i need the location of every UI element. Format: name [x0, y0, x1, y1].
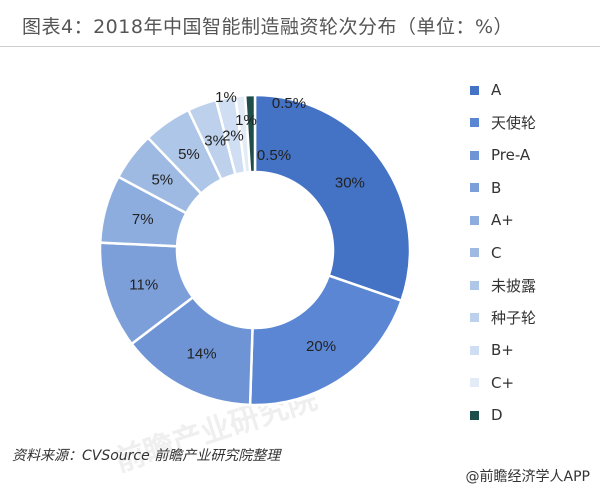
slice-1: [253, 93, 412, 303]
slice-11: [243, 93, 257, 174]
slice-2: [248, 273, 404, 407]
title-divider: [0, 46, 600, 47]
extra-label-2: 0.5%: [257, 147, 291, 164]
credit-note: @前瞻经济学人APP: [465, 469, 590, 485]
legend-item: A: [470, 74, 595, 107]
legend-item: 天使轮: [470, 107, 595, 140]
data-label-4: 11%: [129, 277, 158, 294]
legend-label: C: [491, 243, 502, 262]
legend-label: 天使轮: [491, 114, 537, 133]
legend-item: 未披露: [470, 269, 595, 302]
legend-swatch: [470, 248, 479, 258]
data-label-3: 14%: [187, 346, 217, 363]
legend-swatch: [470, 85, 479, 95]
legend-item: A+: [470, 204, 595, 237]
legend-label: B: [491, 178, 502, 197]
extra-label-1: 0.5%: [272, 95, 306, 112]
legend-label: C+: [491, 373, 515, 392]
data-label-2: 20%: [306, 338, 336, 355]
legend-item: 种子轮: [470, 302, 595, 335]
data-label-1: 30%: [335, 174, 365, 191]
data-label-11: 1%: [235, 112, 257, 129]
legend-swatch: [470, 410, 479, 420]
page-title: 图表4：2018年中国智能制造融资轮次分布（单位：%）: [22, 16, 513, 38]
legend-item: C: [470, 237, 595, 270]
legend-swatch: [470, 313, 479, 323]
data-label-5: 7%: [132, 211, 154, 228]
legend-swatch: [470, 280, 479, 290]
data-labels-group: 30%20%14%11%7%5%5%3%2%1%1%0.5%0.5%: [129, 89, 365, 363]
legend-swatch: [470, 183, 479, 193]
legend-item: B+: [470, 334, 595, 367]
legend-swatch: [470, 345, 479, 355]
source-note: 资料来源：CVSource 前瞻产业研究院整理: [12, 448, 281, 464]
data-label-8: 3%: [204, 133, 226, 150]
legend-label: A: [491, 81, 502, 100]
legend-swatch: [470, 150, 479, 160]
data-label-7: 5%: [178, 146, 200, 163]
legend-item: B: [470, 172, 595, 205]
legend-item: C+: [470, 367, 595, 400]
legend-item: Pre-A: [470, 139, 595, 172]
slices-group: [98, 93, 412, 407]
legend-label: B+: [491, 341, 514, 360]
legend: A 天使轮 Pre-A B A+ C 未披露种子轮 B+ C+ D: [470, 74, 595, 432]
legend-swatch: [470, 118, 479, 128]
legend-item: D: [470, 399, 595, 432]
data-label-6: 5%: [151, 171, 173, 188]
legend-label: A+: [491, 211, 514, 230]
legend-label: 未披露: [491, 276, 537, 295]
legend-label: Pre-A: [491, 146, 531, 165]
legend-label: 种子轮: [491, 309, 537, 328]
legend-swatch: [470, 378, 479, 388]
data-label-10: 1%: [215, 89, 237, 106]
legend-label: D: [491, 406, 503, 425]
legend-swatch: [470, 215, 479, 225]
data-label-9: 2%: [222, 128, 244, 145]
